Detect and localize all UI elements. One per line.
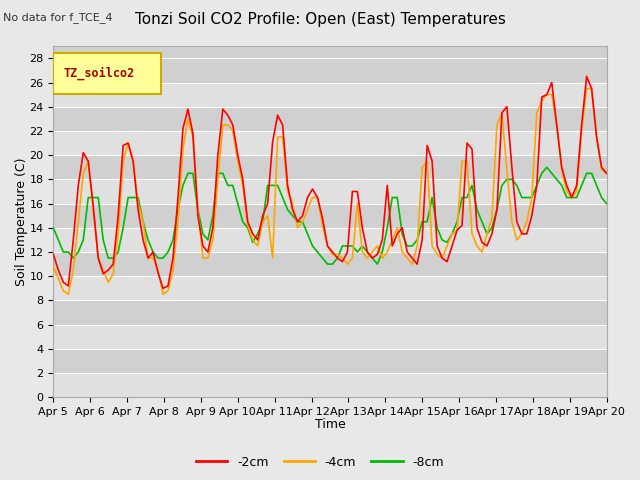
Bar — [53, 373, 607, 397]
Bar — [53, 252, 607, 276]
Text: TZ_soilco2: TZ_soilco2 — [63, 67, 134, 80]
Bar — [53, 276, 607, 300]
Bar — [53, 349, 607, 373]
Bar — [53, 204, 607, 228]
Bar — [53, 83, 607, 107]
Bar — [53, 180, 607, 204]
X-axis label: Time: Time — [315, 419, 346, 432]
Bar — [53, 131, 607, 155]
Bar — [53, 155, 607, 180]
Bar — [53, 324, 607, 349]
Legend: -2cm, -4cm, -8cm: -2cm, -4cm, -8cm — [191, 451, 449, 474]
Bar — [53, 58, 607, 83]
Text: No data for f_TCE_4: No data for f_TCE_4 — [3, 12, 113, 23]
Text: Tonzi Soil CO2 Profile: Open (East) Temperatures: Tonzi Soil CO2 Profile: Open (East) Temp… — [134, 12, 506, 27]
Y-axis label: Soil Temperature (C): Soil Temperature (C) — [15, 157, 28, 286]
Bar — [53, 107, 607, 131]
FancyBboxPatch shape — [53, 53, 161, 94]
Bar — [53, 300, 607, 324]
Bar — [53, 228, 607, 252]
